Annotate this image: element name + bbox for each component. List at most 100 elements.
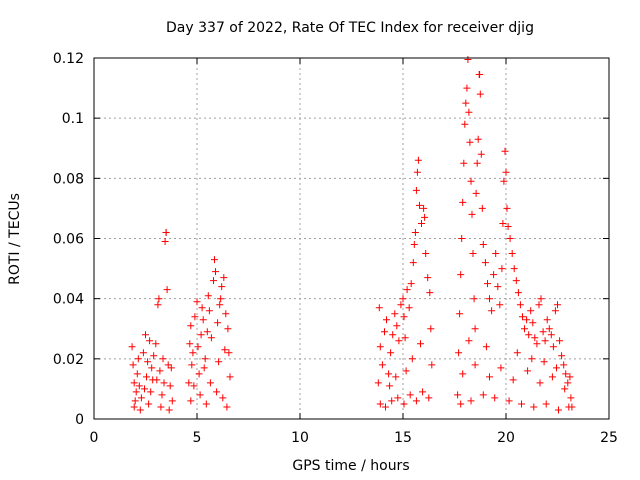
x-tick-label: 5 <box>193 430 202 446</box>
data-point <box>527 307 535 315</box>
data-point <box>469 250 477 257</box>
data-point <box>499 220 507 227</box>
data-point <box>129 361 137 369</box>
data-point <box>186 340 194 348</box>
data-point <box>159 355 167 363</box>
y-tick-label: 0.08 <box>53 171 84 187</box>
data-point <box>164 361 172 369</box>
data-point <box>146 337 154 345</box>
data-point <box>488 307 496 315</box>
chart-title: Day 337 of 2022, Rate Of TEC Index for r… <box>166 20 534 36</box>
data-point <box>484 280 491 288</box>
data-point <box>529 319 537 327</box>
data-point <box>465 108 473 116</box>
data-point <box>463 84 471 92</box>
data-point <box>145 400 153 408</box>
data-point <box>189 349 197 357</box>
data-point <box>408 355 416 363</box>
data-point <box>383 316 390 324</box>
data-point <box>163 286 171 294</box>
data-point <box>505 397 513 405</box>
data-point <box>141 385 148 393</box>
data-point <box>482 343 490 351</box>
data-point <box>193 298 201 306</box>
data-point <box>465 337 473 345</box>
data-point <box>521 325 528 333</box>
data-point <box>395 337 403 345</box>
data-point <box>486 373 493 381</box>
data-point <box>197 331 205 339</box>
data-point <box>426 289 434 297</box>
data-point <box>420 204 428 212</box>
data-point <box>187 397 195 405</box>
data-point <box>222 310 230 318</box>
data-point <box>137 394 145 402</box>
data-point <box>131 397 139 405</box>
data-point <box>397 301 405 309</box>
data-point <box>203 328 211 336</box>
data-point <box>214 319 222 327</box>
x-axis-ticks: 0 5 10 15 20 25 <box>90 58 618 446</box>
data-point <box>195 370 203 378</box>
data-point <box>424 274 432 282</box>
data-point <box>535 301 543 309</box>
data-point <box>167 364 175 372</box>
data-point <box>135 382 143 390</box>
y-tick-label: 0.1 <box>62 111 84 127</box>
data-point <box>555 406 562 414</box>
y-axis-label: ROTI / TECUs <box>7 193 23 285</box>
data-point <box>566 373 574 381</box>
data-point <box>524 367 532 375</box>
data-point <box>158 391 166 399</box>
data-point <box>501 147 509 155</box>
data-point <box>467 397 475 405</box>
data-point <box>411 229 419 236</box>
data-point <box>392 373 400 381</box>
data-point <box>427 325 435 333</box>
data-point <box>479 391 487 399</box>
data-point <box>388 397 396 405</box>
data-point <box>554 301 561 309</box>
data-point <box>461 120 469 128</box>
data-point <box>215 358 223 366</box>
data-point <box>393 322 401 330</box>
data-point <box>389 331 397 339</box>
data-point <box>201 355 209 363</box>
data-point <box>425 394 433 402</box>
data-point <box>133 370 141 378</box>
data-point <box>207 334 215 342</box>
data-point <box>221 346 229 354</box>
data-point <box>491 394 499 402</box>
data-point <box>472 189 480 197</box>
data-point <box>553 364 560 372</box>
data-point <box>567 394 575 402</box>
data-point <box>536 379 544 387</box>
data-point <box>512 277 520 285</box>
data-point <box>513 349 521 357</box>
data-point <box>564 379 572 387</box>
data-point <box>537 295 545 303</box>
x-tick-label: 15 <box>394 430 412 446</box>
data-point <box>205 307 213 315</box>
data-point <box>134 355 142 363</box>
data-point <box>486 295 493 303</box>
data-point <box>212 268 219 276</box>
data-point <box>562 370 570 378</box>
data-point <box>476 71 484 78</box>
y-tick-label: 0.04 <box>53 292 84 308</box>
data-point <box>454 391 462 399</box>
data-point <box>157 403 165 411</box>
data-point <box>540 358 548 366</box>
data-point <box>530 403 538 411</box>
data-point <box>376 343 384 351</box>
data-point <box>374 379 382 387</box>
data-point <box>152 340 160 348</box>
data-point <box>455 349 463 357</box>
data-point <box>410 241 418 248</box>
x-axis-label: GPS time / hours <box>292 458 409 474</box>
data-point <box>405 304 413 312</box>
data-point <box>506 235 514 242</box>
data-point <box>375 304 383 312</box>
x-tick-label: 25 <box>600 430 618 446</box>
data-point <box>382 403 389 411</box>
